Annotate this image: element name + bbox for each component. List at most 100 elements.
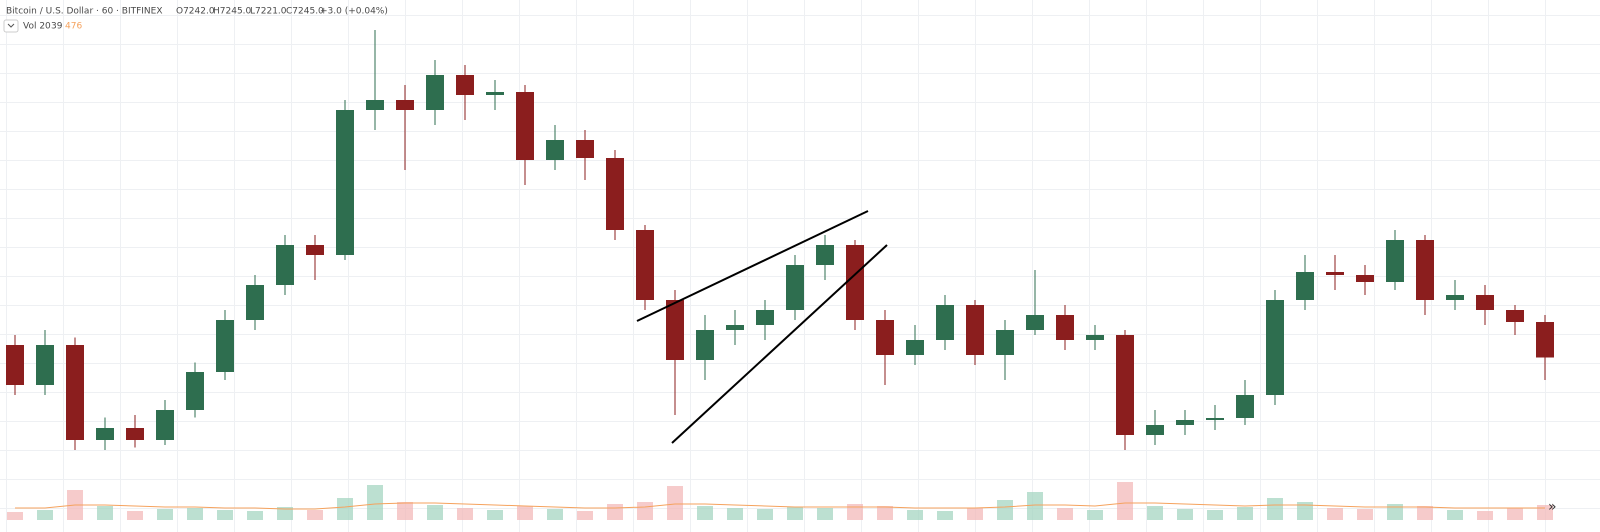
candle-body [876, 320, 894, 355]
candle-body [456, 75, 474, 95]
ohlc-close: C7245.0 [286, 7, 324, 17]
volume-bar [187, 508, 203, 520]
volume-bar [1447, 510, 1463, 520]
volume-bar [427, 505, 443, 520]
candle-body [276, 245, 294, 285]
volume-bar [1327, 508, 1343, 520]
candle-body [636, 230, 654, 300]
ohlc-change: +3.0 (+0.04%) [320, 7, 388, 17]
candle-body [36, 345, 54, 385]
volume-bar [1357, 509, 1373, 520]
volume-bar [217, 510, 233, 520]
candle-body [606, 158, 624, 230]
volume-bar [697, 506, 713, 520]
volume-bar [877, 506, 893, 520]
candle-body [996, 330, 1014, 355]
volume-bar [667, 486, 683, 520]
candle-body [366, 100, 384, 110]
volume-bar [787, 507, 803, 520]
candle-body [936, 305, 954, 340]
trend-line [671, 244, 888, 444]
candle-body [726, 325, 744, 330]
volume-bar [937, 511, 953, 520]
ohlc-low: L7221.0 [250, 7, 287, 17]
volume-bar [397, 502, 413, 520]
volume-bar [637, 502, 653, 520]
volume-bar [1417, 506, 1433, 520]
volume-bar [727, 508, 743, 520]
volume-bar [817, 508, 833, 520]
candle-body [1086, 335, 1104, 340]
candle-body [516, 92, 534, 160]
candle-body [786, 265, 804, 310]
volume-bar [337, 498, 353, 520]
candle-body [816, 245, 834, 265]
volume-bar [1027, 492, 1043, 520]
candle-body [1236, 395, 1254, 418]
candle-body [426, 75, 444, 110]
candle-body [1536, 322, 1554, 358]
volume-bar [1117, 482, 1133, 520]
volume-bar [1147, 506, 1163, 520]
collapse-icon [7, 23, 15, 28]
candle-body [1206, 418, 1224, 420]
volume-bar [1237, 507, 1253, 520]
volume-bar [37, 510, 53, 520]
candle-body [906, 340, 924, 355]
candle-body [1356, 275, 1374, 282]
candle-layer [6, 30, 1554, 450]
volume-layer [7, 482, 1553, 520]
volume-value: 39 [51, 22, 63, 32]
volume-ma-value: 476 [65, 22, 82, 32]
candle-body [96, 428, 114, 440]
candle-body [1056, 315, 1074, 340]
volume-bar [757, 509, 773, 520]
candle-body [156, 410, 174, 440]
candle-body [1476, 295, 1494, 310]
volume-bar [1537, 505, 1553, 520]
volume-bar [997, 500, 1013, 520]
collapse-button[interactable] [3, 19, 19, 33]
volume-bar [1387, 504, 1403, 520]
candle-body [1386, 240, 1404, 282]
volume-bar [127, 511, 143, 520]
candle-body [486, 92, 504, 95]
candle-body [1026, 315, 1044, 330]
candle-body [246, 285, 264, 320]
candle-body [1506, 310, 1524, 322]
candle-body [396, 100, 414, 110]
ohlc-high: H7245.0 [213, 7, 252, 17]
candle-body [1146, 425, 1164, 435]
volume-bar [307, 510, 323, 520]
volume-bar [1477, 511, 1493, 520]
volume-bar [277, 507, 293, 520]
candle-body [666, 300, 684, 360]
volume-bar [7, 512, 23, 520]
volume-bar [547, 509, 563, 520]
ohlc-open: O7242.0 [176, 7, 215, 17]
candle-body [216, 320, 234, 372]
candle-body [1326, 272, 1344, 275]
volume-bar [457, 508, 473, 520]
candle-body [306, 245, 324, 255]
trend-line [636, 210, 869, 322]
candle-body [186, 372, 204, 410]
volume-bar [1207, 510, 1223, 520]
candle-body [6, 345, 24, 385]
volume-label: Vol 20 [23, 22, 51, 32]
candle-body [696, 330, 714, 360]
volume-bar [577, 511, 593, 520]
scroll-button[interactable]: » [1548, 499, 1557, 515]
volume-bar [1507, 508, 1523, 520]
volume-bar [607, 504, 623, 520]
volume-bar [907, 510, 923, 520]
volume-bar [1087, 510, 1103, 520]
candle-body [1176, 420, 1194, 425]
volume-bar [517, 506, 533, 520]
volume-bar [97, 506, 113, 520]
volume-bar [367, 485, 383, 520]
candle-body [576, 140, 594, 158]
volume-bar [847, 504, 863, 520]
